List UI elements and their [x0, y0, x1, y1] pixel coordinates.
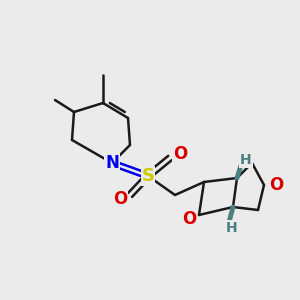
- Text: S: S: [142, 167, 154, 185]
- Text: O: O: [113, 190, 127, 208]
- Text: O: O: [269, 176, 283, 194]
- Text: H: H: [240, 153, 252, 167]
- Text: H: H: [226, 221, 238, 235]
- Text: O: O: [173, 145, 187, 163]
- Text: N: N: [105, 154, 119, 172]
- Text: O: O: [182, 210, 196, 228]
